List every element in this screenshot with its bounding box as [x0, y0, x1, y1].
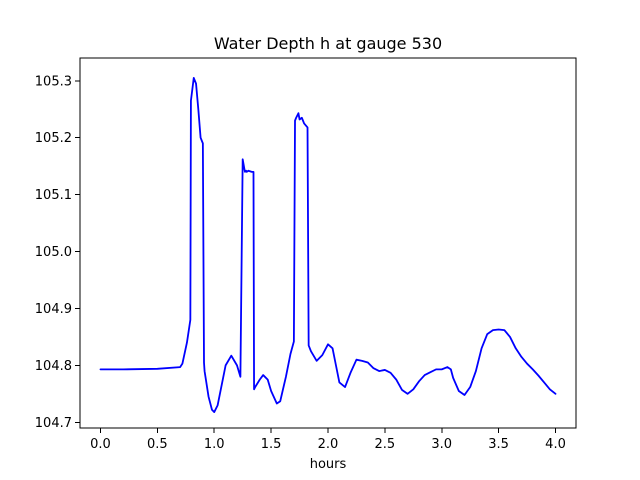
- y-tick-label: 105.0: [35, 245, 72, 260]
- y-tick-label: 104.9: [35, 302, 72, 317]
- x-tick-label: 2.5: [375, 437, 396, 452]
- plot-frame: [79, 57, 577, 429]
- x-tick-label: 2.0: [318, 437, 339, 452]
- y-tick-label: 104.7: [35, 416, 72, 431]
- x-tick-label: 0.0: [90, 437, 111, 452]
- y-tick-label: 105.1: [35, 188, 72, 203]
- x-tick-label: 0.5: [147, 437, 168, 452]
- y-axis: 104.7 104.8 104.9 105.0 105.1 105.2 105.3: [35, 74, 80, 431]
- series-line-1: [99, 77, 557, 413]
- x-tick-label: 3.0: [431, 437, 452, 452]
- y-tick-label: 104.8: [35, 359, 72, 374]
- y-tick-label: 105.2: [35, 131, 72, 146]
- x-tick-label: 1.5: [261, 437, 282, 452]
- x-tick-label: 3.5: [488, 437, 509, 452]
- x-tick-label: 4.0: [545, 437, 566, 452]
- x-axis: 0.0 0.5 1.0 1.5 2.0 2.5 3.0 3.5 4.0: [90, 428, 566, 452]
- series-layer: [99, 77, 557, 413]
- plot-area: [80, 58, 576, 428]
- chart-title: Water Depth h at gauge 530: [214, 34, 442, 53]
- y-tick-label: 105.3: [35, 74, 72, 89]
- x-axis-label: hours: [310, 457, 347, 472]
- x-tick-label: 1.0: [204, 437, 225, 452]
